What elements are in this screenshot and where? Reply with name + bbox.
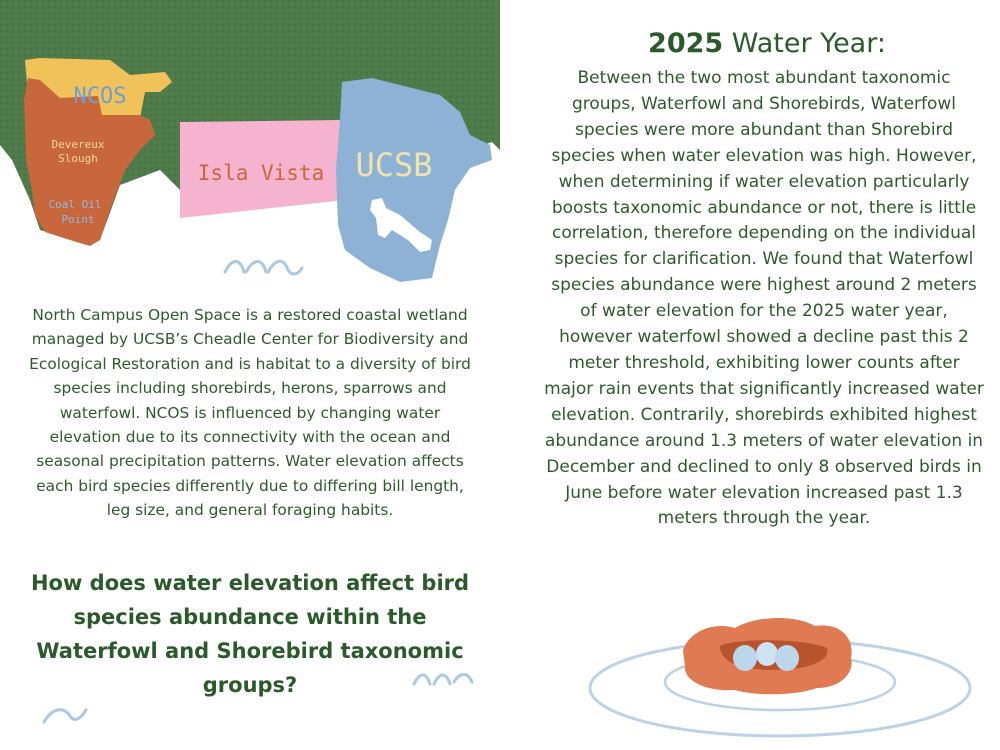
findings-paragraph: Between the two most abundant taxonomic … xyxy=(544,68,984,529)
ncos-label: NCOS xyxy=(74,84,127,109)
devereux-slough-region xyxy=(24,78,155,246)
ucsb-region xyxy=(336,78,492,282)
devereux-label-line1: Devereux xyxy=(52,138,105,151)
water-year-title: Water Year: xyxy=(723,28,886,59)
water-year-number: 2025 xyxy=(648,28,724,59)
nest-illustration xyxy=(588,617,972,738)
egg-3 xyxy=(775,645,799,671)
wave-doodle xyxy=(223,259,304,276)
water-year-heading: 2025 Water Year: xyxy=(540,26,994,62)
coal-oil-label-line1: Coal Oil xyxy=(49,198,102,211)
intro-paragraph: North Campus Open Space is a restored co… xyxy=(29,306,471,520)
coal-oil-label-line2: Point xyxy=(61,213,94,226)
ucsb-label: UCSB xyxy=(355,146,432,184)
ncos-map-illustration: NCOS Devereux Slough Coal Oil Point Isla… xyxy=(0,0,500,290)
wave-doodle-left xyxy=(42,708,88,724)
map-svg: NCOS Devereux Slough Coal Oil Point Isla… xyxy=(0,0,500,282)
isla-vista-region xyxy=(180,120,345,218)
research-question: How does water elevation affect bird spe… xyxy=(30,571,470,697)
egg-2 xyxy=(756,642,778,666)
devereux-label-line2: Slough xyxy=(58,152,98,165)
egg-1 xyxy=(733,645,757,671)
isla-vista-label: Isla Vista xyxy=(198,161,324,185)
campus-lagoon-shape xyxy=(370,198,432,252)
wave-doodle-right xyxy=(412,673,474,686)
